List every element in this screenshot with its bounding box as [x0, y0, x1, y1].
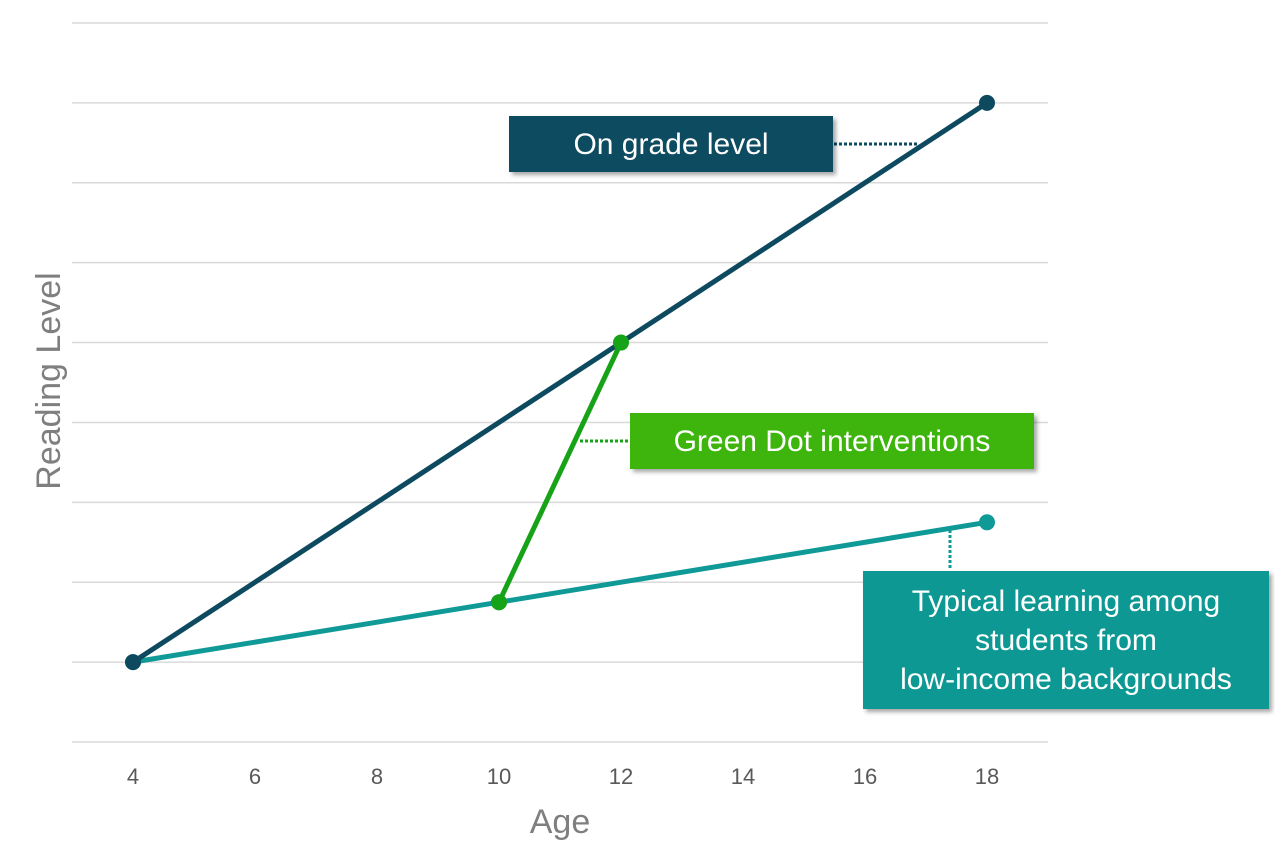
data-point-on_grade	[979, 94, 995, 111]
x-tick-label: 6	[249, 764, 261, 789]
series-points	[125, 94, 995, 671]
x-tick-label: 16	[853, 764, 877, 789]
callout-text-typical: students from	[975, 624, 1157, 657]
callout-text-typical: Typical learning among	[912, 585, 1221, 618]
x-tick-label: 12	[609, 764, 633, 789]
callout-green_dot: Green Dot interventions	[630, 413, 1034, 469]
data-point-typical	[979, 514, 995, 531]
data-point-green_dot	[613, 334, 629, 351]
x-tick-label: 18	[975, 764, 999, 789]
x-axis-title: Age	[530, 803, 591, 841]
callouts: On grade level Green Dot interventions Typ…	[509, 116, 1269, 709]
callout-box-green_dot	[630, 413, 1034, 469]
callout-on_grade: On grade level	[509, 116, 833, 172]
series-line-green_dot	[496, 341, 624, 604]
callout-text-typical: low-income backgrounds	[900, 663, 1232, 696]
x-axis-ticks: 4 6 8 10 12 14 16 18	[127, 764, 999, 789]
series-line-typical	[132, 519, 988, 665]
x-tick-label: 8	[371, 764, 383, 789]
series-line-on_grade	[131, 100, 989, 665]
x-tick-label: 10	[487, 764, 511, 789]
callout-text-on_grade: On grade level	[573, 128, 768, 161]
gridlines	[72, 22, 1048, 743]
callout-box-typical	[863, 571, 1269, 709]
x-tick-label: 4	[127, 764, 139, 789]
x-tick-label: 14	[731, 764, 755, 789]
data-point-green_dot	[491, 594, 507, 611]
callout-typical: Typical learning among students from low-i…	[863, 571, 1269, 709]
callout-text-green_dot: Green Dot interventions	[674, 425, 991, 458]
callout-box-on_grade	[509, 116, 833, 172]
data-point-on_grade	[125, 654, 141, 671]
series-lines	[131, 100, 989, 665]
callout-leaders	[580, 142, 952, 570]
y-axis-title: Reading Level	[30, 272, 68, 489]
